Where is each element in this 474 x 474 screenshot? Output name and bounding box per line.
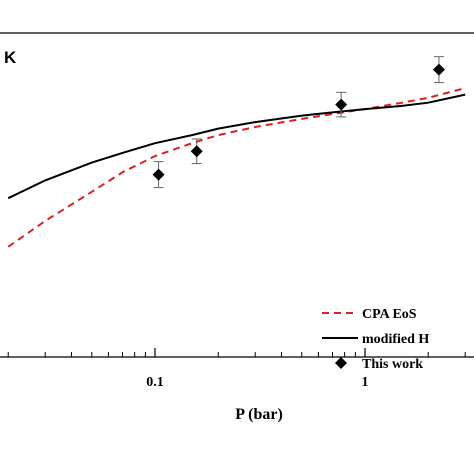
corner-label: K xyxy=(4,48,17,67)
data-point xyxy=(152,168,165,181)
series-line-modified xyxy=(7,93,466,200)
legend: CPA EoS modified H This work xyxy=(322,307,429,372)
data-point xyxy=(190,145,203,158)
series-line-cpa-eos xyxy=(7,87,466,248)
legend-label: modified H xyxy=(362,332,429,347)
x-tick-label: 0.1 xyxy=(146,375,164,390)
legend-label: CPA EoS xyxy=(362,307,417,322)
legend-label: This work xyxy=(362,357,423,372)
data-point xyxy=(335,98,348,111)
x-axis-label: P (bar) xyxy=(235,406,283,423)
x-axis: 0.1 1 xyxy=(7,348,466,390)
plot-frame xyxy=(0,32,474,358)
legend-swatch-diamond xyxy=(335,357,347,369)
series-layer xyxy=(7,56,466,248)
data-point xyxy=(432,63,445,76)
x-tick-label: 1 xyxy=(362,375,369,390)
